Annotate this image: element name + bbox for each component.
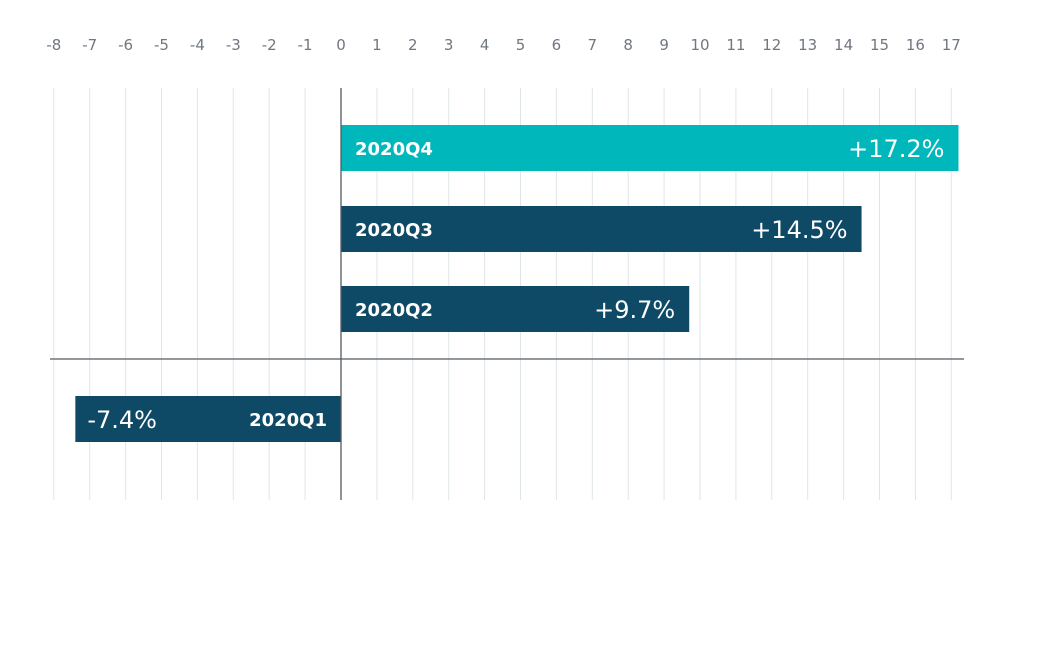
value-label: +14.5% bbox=[751, 216, 847, 244]
x-tick-label: 5 bbox=[516, 36, 526, 54]
x-tick-label: 2 bbox=[408, 36, 418, 54]
x-tick-label: 10 bbox=[690, 36, 709, 54]
x-tick-label: 16 bbox=[906, 36, 925, 54]
x-axis-ticks: -8 -7 -6 -5 -4 -3 -2 -1 0 1 2 3 4 5 6 7 8 9 10 11 12 13 14 15 16… bbox=[46, 36, 961, 54]
value-label: +17.2% bbox=[848, 135, 944, 163]
bars: 2020Q4 +17.2% 2020Q3 +14.5% 2020Q2 +9.7% 2020Q… bbox=[75, 125, 959, 442]
category-label: 2020Q4 bbox=[355, 139, 433, 160]
x-tick-label: 8 bbox=[623, 36, 633, 54]
x-tick-label: 4 bbox=[480, 36, 490, 54]
x-tick-label: -7 bbox=[82, 36, 97, 54]
x-tick-label: 11 bbox=[726, 36, 745, 54]
x-tick-label: 7 bbox=[588, 36, 598, 54]
category-label: 2020Q3 bbox=[355, 220, 433, 241]
x-tick-label: -5 bbox=[154, 36, 169, 54]
x-tick-label: -4 bbox=[190, 36, 205, 54]
x-tick-label: 15 bbox=[870, 36, 889, 54]
bar-2020q3 bbox=[341, 206, 862, 252]
x-tick-label: -6 bbox=[118, 36, 133, 54]
category-label: 2020Q2 bbox=[355, 300, 433, 321]
x-tick-label: -1 bbox=[298, 36, 313, 54]
axes bbox=[50, 88, 964, 500]
x-tick-label: 14 bbox=[834, 36, 853, 54]
bar-2020q2 bbox=[341, 286, 690, 332]
x-tick-label: 17 bbox=[942, 36, 961, 54]
bar-2020q1 bbox=[75, 396, 341, 442]
category-label: 2020Q1 bbox=[249, 410, 327, 431]
x-tick-label: 0 bbox=[336, 36, 346, 54]
x-tick-label: 3 bbox=[444, 36, 454, 54]
x-tick-label: 1 bbox=[372, 36, 382, 54]
x-tick-label: 9 bbox=[659, 36, 669, 54]
value-label: -7.4% bbox=[87, 406, 157, 434]
x-tick-label: 12 bbox=[762, 36, 781, 54]
bar-2020q4 bbox=[341, 125, 959, 171]
x-tick-label: -2 bbox=[262, 36, 277, 54]
x-tick-label: 13 bbox=[798, 36, 817, 54]
x-tick-label: -8 bbox=[46, 36, 61, 54]
x-tick-label: 6 bbox=[552, 36, 562, 54]
value-label: +9.7% bbox=[594, 296, 675, 324]
x-tick-label: -3 bbox=[226, 36, 241, 54]
